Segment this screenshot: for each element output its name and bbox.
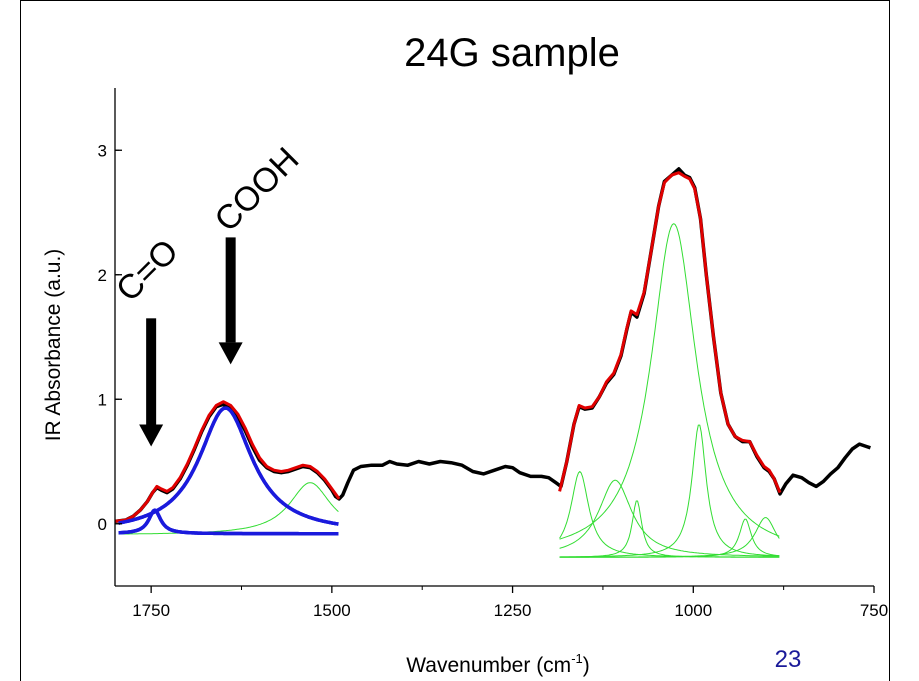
component-peak-1078 [559,500,780,558]
y-tick-label: 0 [98,515,107,534]
y-tick-label: 1 [98,390,107,409]
plot-marks: C=O COOH [109,140,871,558]
annotation-arrow-head [139,424,164,447]
annotation-label: C=O [109,232,186,309]
y-tick-label: 2 [98,266,107,285]
x-tick-label: 750 [860,601,888,620]
x-axis-label-main: Wavenumber (cm [406,654,571,677]
annotation-arrow-shaft [146,318,157,425]
fitted-envelope-line-2 [558,171,782,494]
x-axis-label-superscript: -1 [571,651,583,666]
x-axis-label: Wavenumber (cm-1) [406,651,590,677]
y-axis-label: IR Absorbance (a.u.) [42,249,65,442]
annotation-arrow-head [218,342,243,365]
x-axis-label-close: ) [583,654,590,677]
axes: 0 1 2 3 1750 1500 1250 1000 750 [98,88,888,620]
component-peak-1530 [118,482,339,535]
annotation-label: COOH [207,140,306,239]
y-tick-label: 3 [98,141,107,160]
fitted-envelope-line-1 [114,400,341,523]
component-peak-1027 [559,223,780,540]
component-peak-992 [559,424,780,558]
x-tick-label: 1250 [494,601,532,620]
component-peak-1108 [559,479,780,557]
chart-title: 24G sample [404,31,620,75]
slide-number: 23 [775,646,802,673]
component-peak-928 [559,518,780,558]
x-tick-label: 1000 [674,601,712,620]
slide-frame [20,0,890,681]
annotation-arrow-shaft [225,237,236,343]
carbonyl-peak-1647 [118,406,339,526]
component-peak-900 [559,517,780,558]
x-tick-label: 1500 [313,601,351,620]
x-tick-label: 1750 [132,601,170,620]
